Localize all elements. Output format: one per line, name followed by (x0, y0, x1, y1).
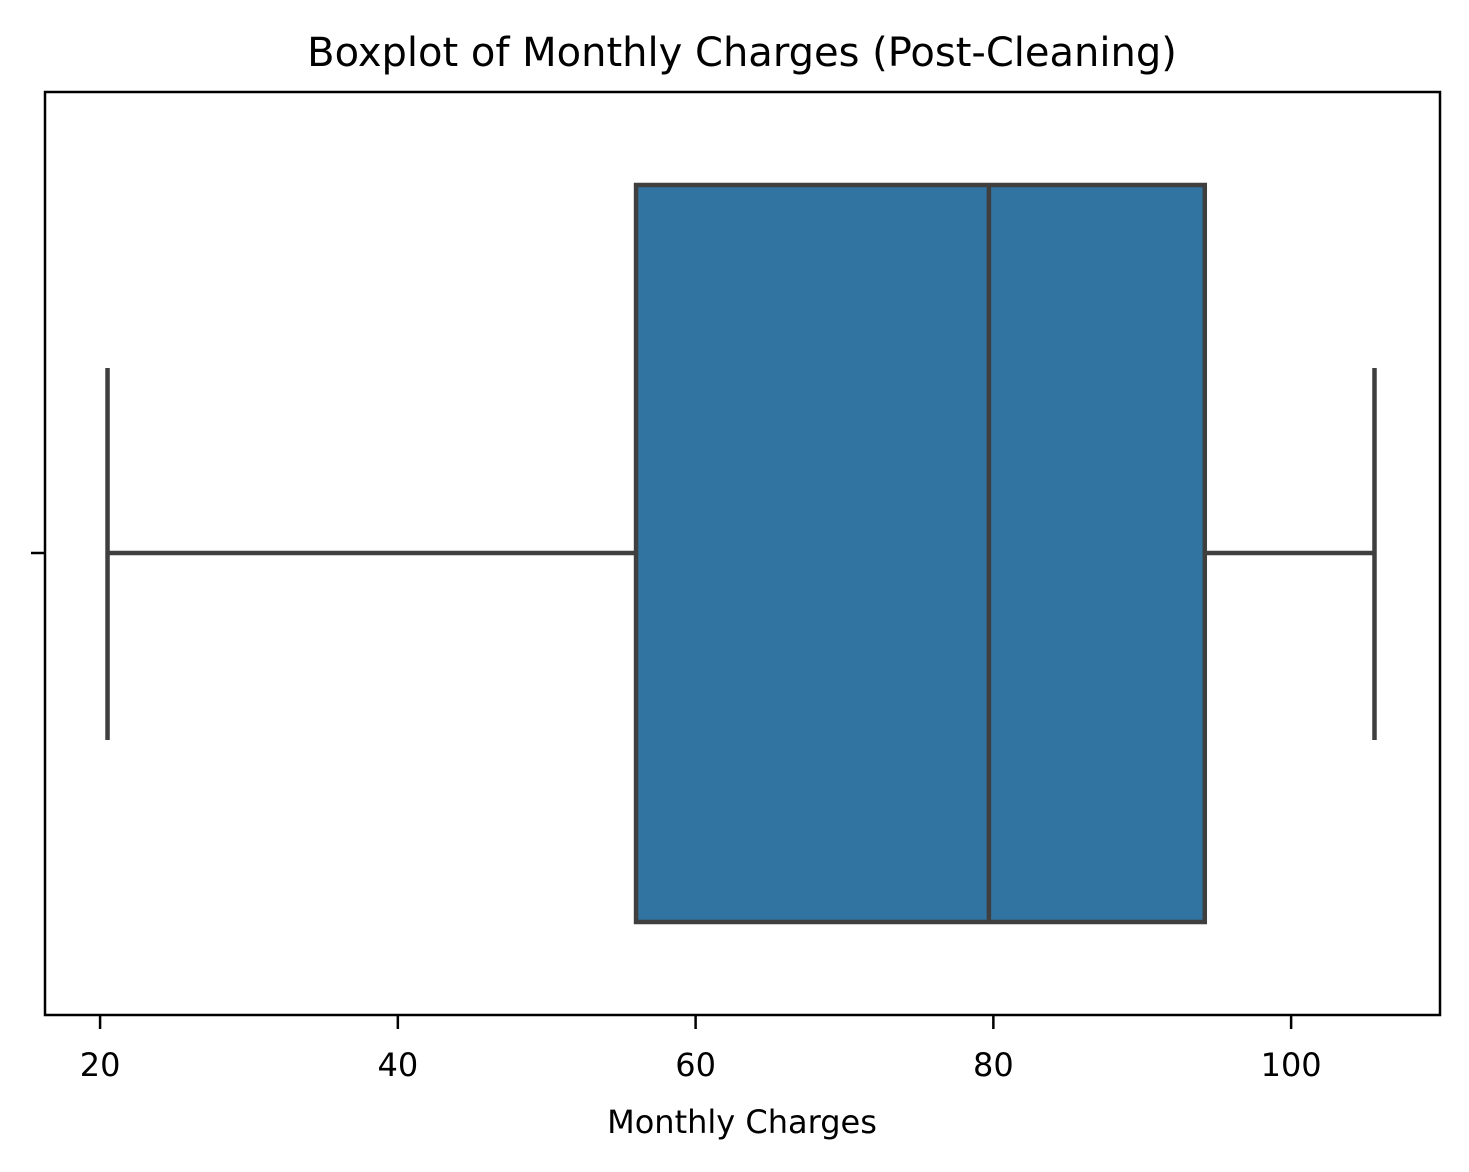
iqr-box (633, 182, 1208, 925)
x-axis-label: Monthly Charges (607, 1103, 877, 1141)
x-tick-label: 20 (80, 1046, 121, 1084)
x-tick-label: 40 (377, 1046, 418, 1084)
plot-area (105, 182, 1377, 925)
x-axis: 20 40 60 80 100 (80, 1015, 1322, 1084)
x-tick-label: 60 (675, 1046, 716, 1084)
x-tick-label: 80 (973, 1046, 1014, 1084)
x-tick-label: 100 (1261, 1046, 1322, 1084)
chart-title: Boxplot of Monthly Charges (Post-Cleanin… (307, 30, 1177, 76)
